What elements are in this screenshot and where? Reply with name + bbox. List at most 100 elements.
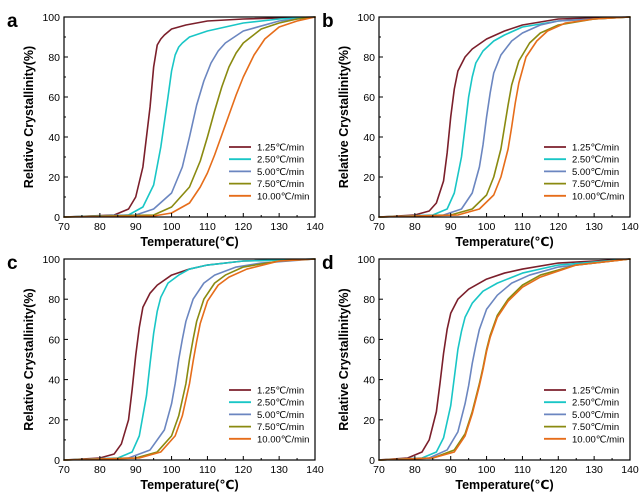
y-axis-title: Relative Crystallinity(%) (337, 288, 351, 430)
y-tick-label: 0 (369, 455, 375, 467)
legend-label: 1.25℃/min (257, 386, 304, 397)
legend-label: 10.00℃/min (257, 434, 309, 445)
x-tick-label: 90 (130, 221, 142, 233)
series-line-7-50 (63, 258, 316, 461)
panel-b: b 70 80 90 100 110 120 130 140 0 20 40 60 80 100 Temper… (322, 11, 639, 249)
y-tick-label: 60 (48, 92, 60, 104)
y-tick-label: 20 (48, 172, 60, 184)
x-tick-label: 130 (585, 221, 603, 233)
x-tick-label: 80 (94, 221, 106, 233)
x-tick-label: 100 (163, 221, 181, 233)
panel-a: a 70 80 90 100 110 120 130 140 0 20 40 60 80 100 Temper… (7, 11, 324, 249)
legend: 1.25℃/min2.50℃/min5.00℃/min7.50℃/min10.0… (229, 143, 309, 202)
y-tick-label: 60 (363, 92, 375, 104)
y-tick-label: 40 (363, 132, 375, 144)
legend-label: 5.00℃/min (572, 410, 619, 421)
y-tick-label: 20 (48, 415, 60, 427)
x-tick-label: 80 (409, 221, 421, 233)
x-tick-label: 110 (514, 464, 531, 476)
panel-d: d 70 80 90 100 110 120 130 140 0 20 40 60 80 100 Temper… (322, 253, 639, 492)
x-tick-label: 100 (163, 464, 181, 476)
x-tick-label: 120 (550, 464, 568, 476)
legend-label: 1.25℃/min (572, 386, 619, 397)
series-line-2-50 (378, 16, 631, 218)
y-tick-label: 80 (48, 294, 60, 306)
y-tick-label: 80 (363, 294, 375, 306)
y-tick-label: 60 (363, 334, 375, 346)
legend-label: 5.00℃/min (257, 167, 304, 178)
legend-label: 10.00℃/min (257, 191, 309, 202)
x-tick-label: 70 (373, 221, 385, 233)
y-tick-label: 100 (357, 254, 375, 266)
legend: 1.25℃/min2.50℃/min5.00℃/min7.50℃/min10.0… (229, 386, 309, 445)
legend-label: 2.50℃/min (572, 155, 619, 166)
y-axis-title: Relative Crystallinity(%) (22, 46, 36, 188)
x-tick-label: 90 (130, 464, 142, 476)
x-tick-label: 130 (585, 464, 603, 476)
y-tick-label: 20 (363, 172, 375, 184)
y-tick-label: 40 (48, 132, 60, 144)
y-tick-label: 20 (363, 415, 375, 427)
legend-label: 2.50℃/min (257, 398, 304, 409)
y-tick-label: 40 (48, 375, 60, 387)
legend-label: 1.25℃/min (572, 143, 619, 154)
y-tick-label: 100 (42, 254, 60, 266)
y-tick-label: 40 (363, 375, 375, 387)
series-line-10-00 (63, 16, 316, 218)
legend-label: 5.00℃/min (572, 167, 619, 178)
series-group (63, 258, 316, 461)
legend-label: 7.50℃/min (257, 179, 304, 190)
legend-label: 2.50℃/min (257, 155, 304, 166)
y-axis-title: Relative Crystallinity(%) (337, 46, 351, 188)
legend: 1.25℃/min2.50℃/min5.00℃/min7.50℃/min10.0… (544, 386, 624, 445)
panel-label: d (322, 253, 334, 274)
series-group (378, 258, 631, 461)
series-group (63, 16, 316, 218)
series-line-2-50 (378, 258, 631, 461)
series-line-10-00 (63, 258, 316, 461)
series-line-1-25 (378, 16, 631, 218)
x-tick-label: 100 (478, 464, 496, 476)
panel-c: c 70 80 90 100 110 120 130 140 0 20 40 60 80 100 Temper… (7, 253, 324, 492)
series-line-10-00 (378, 258, 631, 461)
x-tick-label: 130 (270, 221, 288, 233)
series-line-5-00 (63, 16, 316, 218)
series-line-5-00 (63, 258, 316, 461)
series-line-10-00 (378, 16, 631, 218)
legend-label: 10.00℃/min (572, 434, 624, 445)
panel-label: c (7, 253, 18, 274)
x-tick-label: 110 (199, 221, 216, 233)
legend-label: 2.50℃/min (572, 398, 619, 409)
series-line-2-50 (63, 258, 316, 461)
x-tick-label: 80 (409, 464, 421, 476)
x-tick-label: 90 (445, 464, 457, 476)
x-tick-label: 120 (235, 221, 253, 233)
x-tick-label: 140 (306, 221, 324, 233)
x-tick-label: 130 (270, 464, 288, 476)
series-line-5-00 (378, 258, 631, 461)
x-tick-label: 140 (306, 464, 324, 476)
x-tick-label: 140 (621, 221, 639, 233)
series-line-7-50 (378, 16, 631, 218)
x-axis-title: Temperature(℃) (455, 478, 553, 492)
x-tick-label: 80 (94, 464, 106, 476)
y-tick-label: 80 (48, 52, 60, 64)
y-tick-label: 0 (54, 212, 60, 224)
x-tick-label: 120 (235, 464, 253, 476)
legend-label: 1.25℃/min (257, 143, 304, 154)
x-tick-label: 100 (478, 221, 496, 233)
legend-label: 5.00℃/min (257, 410, 304, 421)
y-axis-title: Relative Crystallinity(%) (22, 288, 36, 430)
y-tick-label: 80 (363, 52, 375, 64)
panel-label: a (7, 11, 18, 32)
legend-label: 7.50℃/min (257, 422, 304, 433)
series-group (378, 16, 631, 218)
x-axis-title: Temperature(℃) (140, 235, 238, 249)
panel-label: b (322, 11, 334, 32)
y-tick-label: 100 (42, 12, 60, 24)
legend-label: 7.50℃/min (572, 422, 619, 433)
x-tick-label: 70 (58, 464, 70, 476)
x-tick-label: 70 (58, 221, 70, 233)
series-line-1-25 (378, 258, 631, 461)
